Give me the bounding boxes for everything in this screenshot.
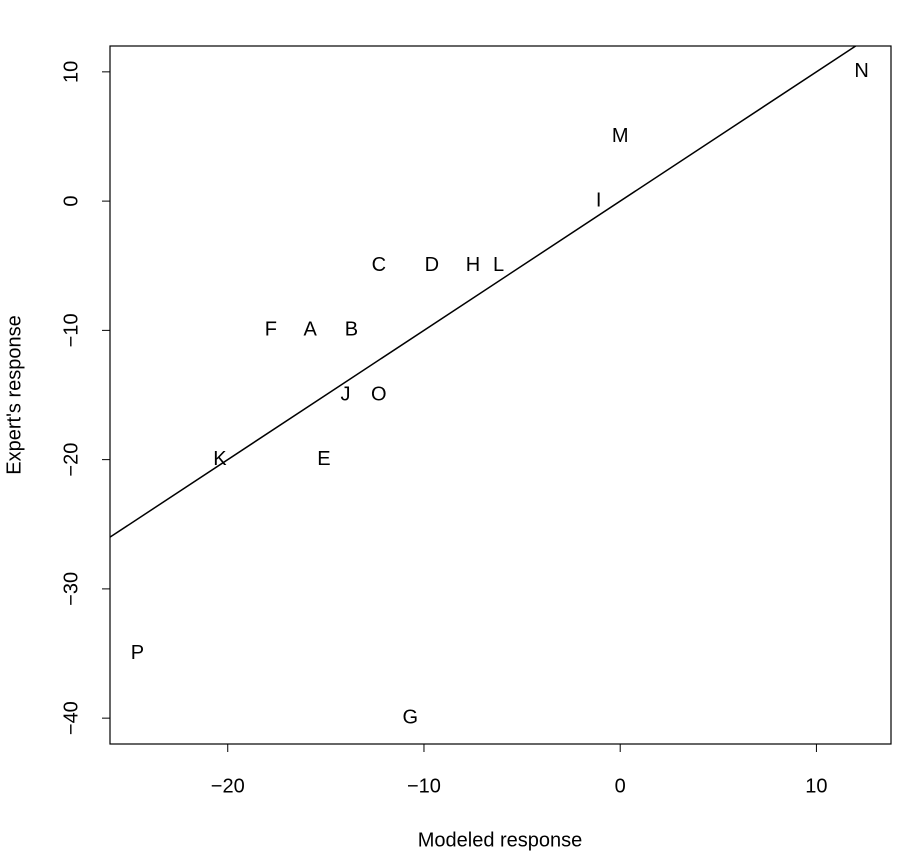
y-tick-label: 10 bbox=[60, 61, 82, 83]
point-label: O bbox=[371, 383, 387, 405]
point-label: A bbox=[303, 319, 317, 341]
point-label: N bbox=[854, 60, 868, 82]
y-axis-title: Expert's response bbox=[3, 315, 25, 474]
x-tick-label: 10 bbox=[805, 775, 827, 797]
x-axis-title: Modeled response bbox=[418, 829, 583, 851]
point-label: M bbox=[612, 125, 629, 147]
x-tick-label: 0 bbox=[615, 775, 626, 797]
x-tick-label: −10 bbox=[407, 775, 441, 797]
point-label: I bbox=[596, 189, 602, 211]
y-tick-label: 0 bbox=[60, 196, 82, 207]
y-tick-label: −10 bbox=[60, 313, 82, 347]
point-label: G bbox=[402, 706, 418, 728]
reference-line bbox=[110, 46, 857, 538]
point-label: F bbox=[265, 319, 277, 341]
point-label: B bbox=[345, 319, 358, 341]
point-label: K bbox=[213, 448, 227, 470]
y-tick-label: −40 bbox=[60, 701, 82, 735]
x-tick-label: −20 bbox=[211, 775, 245, 797]
point-label: D bbox=[425, 254, 439, 276]
y-tick-label: −20 bbox=[60, 443, 82, 477]
y-tick-label: −30 bbox=[60, 572, 82, 606]
point-label: H bbox=[466, 254, 480, 276]
point-label: L bbox=[493, 254, 504, 276]
point-label: P bbox=[131, 642, 144, 664]
point-label: J bbox=[340, 383, 350, 405]
plot-frame bbox=[109, 45, 892, 745]
point-label: C bbox=[372, 254, 386, 276]
point-label: E bbox=[317, 448, 330, 470]
